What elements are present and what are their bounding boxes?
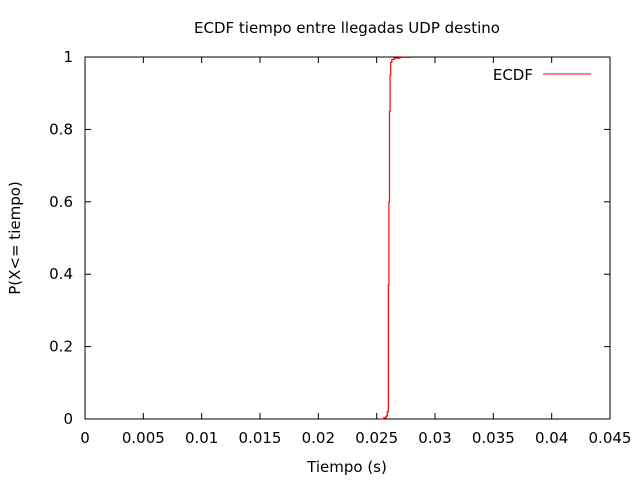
legend: ECDF (493, 66, 591, 84)
y-tick-label: 0.4 (49, 265, 73, 283)
y-axis-ticks: 0 0.2 0.4 0.6 0.8 1 (49, 48, 610, 428)
series-line-ecdf (379, 56, 413, 420)
x-tick-label: 0.015 (239, 429, 282, 447)
y-tick-label: 0.2 (49, 338, 73, 356)
series-group (379, 56, 413, 420)
chart-title: ECDF tiempo entre llegadas UDP destino (194, 19, 500, 37)
x-tick-label: 0.03 (418, 429, 451, 447)
x-tick-label: 0.02 (302, 429, 335, 447)
x-axis-label: Tiempo (s) (306, 458, 387, 476)
x-tick-label: 0.035 (472, 429, 515, 447)
x-tick-label: 0.01 (185, 429, 218, 447)
x-tick-label: 0.045 (589, 429, 632, 447)
x-tick-label: 0.04 (535, 429, 568, 447)
x-tick-label: 0 (80, 429, 90, 447)
y-tick-label: 0.8 (49, 120, 73, 138)
plot-frame (84, 56, 611, 420)
y-tick-label: 1 (63, 48, 73, 66)
y-axis-label: P(X<= tiempo) (6, 181, 24, 295)
x-tick-label: 0.025 (355, 429, 398, 447)
legend-label-ecdf: ECDF (493, 66, 533, 84)
y-tick-label: 0 (63, 410, 73, 428)
x-axis-ticks: 0 0.005 0.01 0.015 0.02 0.025 0.03 0.035 0.04 0.0… (80, 57, 631, 447)
x-tick-label: 0.005 (122, 429, 165, 447)
y-tick-label: 0.6 (49, 193, 73, 211)
